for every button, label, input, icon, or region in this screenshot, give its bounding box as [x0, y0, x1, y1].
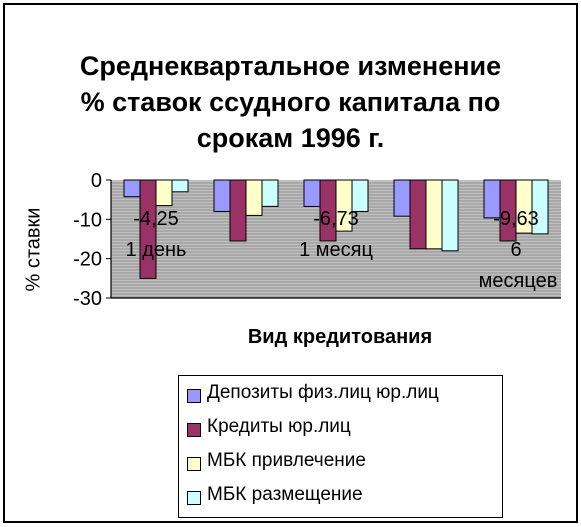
bar-s0-c0 [123, 179, 141, 198]
bar-s0-c2 [303, 179, 321, 207]
annotation-label: 6 [510, 239, 521, 261]
bar-s0-c1 [213, 179, 231, 212]
legend-label-credits: Кредиты юр.лиц [207, 416, 351, 437]
bar-s2-c0 [155, 179, 173, 207]
legend-label-deposits: Депозиты физ.лиц юр.лиц [207, 382, 439, 403]
legend: Депозиты физ.лиц юр.лиц Кредиты юр.лиц М… [178, 375, 503, 518]
chart-title-line-3: срокам 1996 г. [196, 123, 385, 153]
annotation-value: -6,73 [313, 208, 359, 230]
bar-s2-c3 [425, 179, 443, 250]
legend-swatch-deposits [187, 389, 201, 403]
bar-s2-c1 [245, 179, 263, 216]
x-axis-label: Вид кредитования [247, 326, 433, 348]
y-tick-label: 0 [91, 170, 102, 192]
bar-s3-c3 [441, 179, 459, 252]
bar-s1-c1 [229, 179, 247, 242]
legend-label-mbk-place: МБК размещение [207, 484, 363, 505]
y-tick-label: -10 [73, 209, 102, 231]
legend-item-credits: Кредиты юр.лиц [179, 415, 499, 445]
chart-title: Среднеквартальное изменение % ставок ссу… [0, 48, 581, 156]
bar-s3-c1 [261, 179, 279, 207]
y-tick-label: -20 [73, 249, 102, 271]
annotation-label: месяцев [479, 270, 558, 292]
annotation-value: -4,25 [133, 208, 179, 230]
bar-s3-c2 [351, 179, 369, 212]
y-axis-label: % ставки [22, 207, 45, 292]
legend-swatch-credits [187, 423, 201, 437]
bar-s3-c0 [171, 179, 189, 193]
annotation-label: 1 месяц [299, 239, 373, 261]
legend-swatch-mbk-borrow [187, 457, 201, 471]
bar-s3-c4 [531, 179, 549, 235]
legend-item-mbk-borrow: МБК привлечение [179, 449, 499, 479]
chart-title-line-2: % ставок ссудного капитала по [80, 87, 501, 117]
legend-item-mbk-place: МБК размещение [179, 483, 499, 513]
annotation-value: -9,63 [493, 208, 539, 230]
bar-s1-c0 [139, 179, 157, 279]
chart-title-line-1: Среднеквартальное изменение [79, 51, 502, 81]
legend-label-mbk-borrow: МБК привлечение [207, 450, 366, 471]
y-tick-label: -30 [73, 288, 102, 310]
legend-item-deposits: Депозиты физ.лиц юр.лиц [179, 381, 499, 411]
bar-s1-c3 [409, 179, 427, 250]
bar-s0-c3 [393, 179, 411, 217]
annotation-label: 1 день [126, 239, 187, 261]
legend-swatch-mbk-place [187, 491, 201, 505]
